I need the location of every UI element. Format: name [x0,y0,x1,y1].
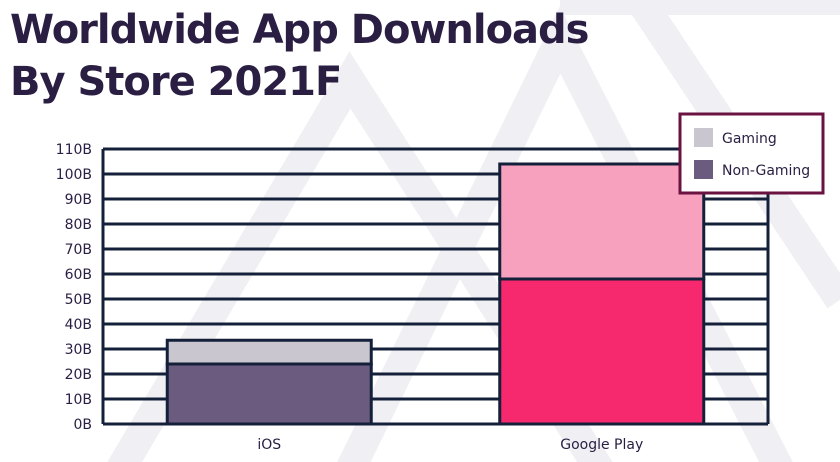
legend-label: Non-Gaming [722,163,810,179]
x-category-label: Google Play [560,437,643,453]
legend: Gaming Non-Gaming [678,112,825,195]
y-tick-label: 50B [65,292,92,308]
y-tick-label: 90B [65,192,92,208]
y-tick-label: 40B [65,317,92,333]
bar-google-play-gaming [498,162,706,281]
bar-ios-non-gaming [165,362,373,426]
legend-label: Gaming [722,131,777,147]
bars [165,162,706,426]
chart-title: Worldwide App Downloads By Store 2021F [10,4,589,108]
legend-swatch [694,128,713,147]
legend-box [678,112,825,195]
y-tick-label: 20B [65,367,92,383]
y-tick-label: 100B [56,167,92,183]
chart-title-line-2: By Store 2021F [10,59,342,105]
chart-title-line-1: Worldwide App Downloads [10,7,589,53]
x-category-label: iOS [257,437,281,453]
y-axis-tick-labels: 0B 10B 20B 30B 40B 50B 60B 70B 80B 90B 100B 110B [56,142,92,433]
y-tick-label: 10B [65,392,92,408]
y-tick-label: 0B [73,417,92,433]
y-tick-label: 60B [65,267,92,283]
y-tick-label: 80B [65,217,92,233]
bar-ios-gaming [165,338,373,366]
y-tick-label: 30B [65,342,92,358]
x-axis-category-labels: iOS Google Play [257,437,643,453]
legend-swatch [694,160,713,179]
y-tick-label: 70B [65,242,92,258]
bar-google-play-non-gaming [498,277,706,426]
y-tick-label: 110B [56,142,92,158]
